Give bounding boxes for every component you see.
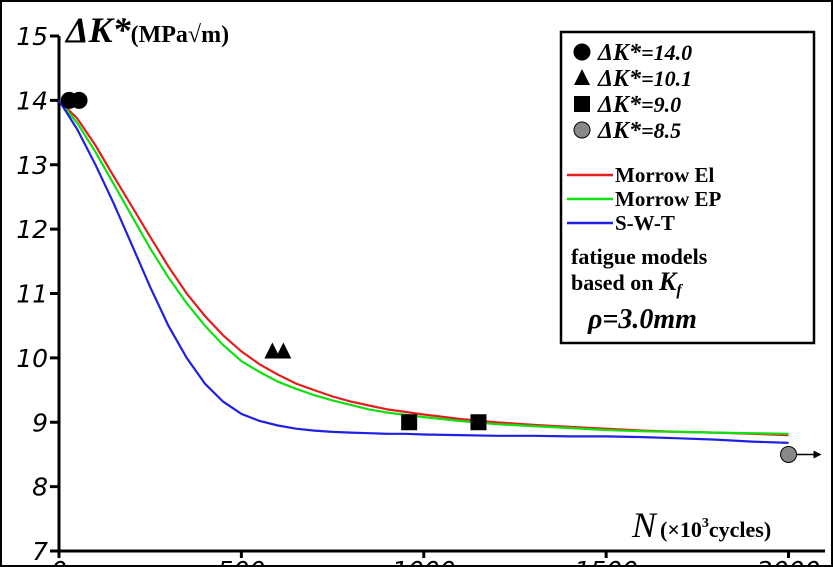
data-point-triangle — [275, 342, 292, 359]
legend-line-label: Morrow EP — [615, 187, 722, 211]
legend-label-symbol: ΔK* — [597, 92, 642, 118]
legend-marker-label: ΔK*=8.5 — [597, 118, 681, 144]
x-tick-label: 2000 — [757, 556, 821, 567]
data-point-triangle — [264, 342, 281, 359]
y-tick-label: 14 — [16, 86, 48, 115]
y-tick-label: 15 — [16, 22, 48, 51]
y-axis-unit: (MPa√m) — [131, 22, 229, 48]
x-tick-label: 1000 — [392, 556, 456, 567]
y-tick-label: 11 — [16, 280, 48, 309]
legend-label-value: =14.0 — [641, 40, 692, 65]
legend-note-line1: fatigue models — [571, 244, 708, 269]
y-tick-label: 10 — [16, 344, 48, 373]
data-point-circle — [70, 91, 88, 109]
x-axis-unit-prefix: (×10 — [660, 517, 702, 542]
legend-note-line2: based on Kf — [571, 267, 683, 299]
legend-label-symbol: ΔK* — [597, 40, 642, 66]
x-tick-label: 0 — [51, 556, 67, 567]
y-tick-label: 7 — [32, 537, 48, 566]
legend-marker-circle — [573, 43, 591, 61]
legend-marker-triangle — [574, 69, 590, 85]
legend-label-value: =9.0 — [641, 92, 681, 117]
y-tick-label: 9 — [32, 408, 48, 437]
legend-marker-circle — [573, 121, 591, 139]
legend-label-symbol: ΔK* — [597, 118, 642, 144]
y-axis-label: ΔK*(MPa√m) — [64, 10, 229, 50]
x-axis-unit-exp: 3 — [702, 516, 709, 531]
legend-label-value: =8.5 — [641, 118, 681, 143]
x-axis-symbol: N — [631, 505, 658, 545]
legend-marker-label: ΔK*=10.1 — [597, 66, 692, 92]
x-axis-unit-suffix: cycles) — [709, 517, 771, 542]
legend-marker-label: ΔK*=9.0 — [597, 92, 681, 118]
legend-marker-square — [574, 96, 590, 112]
legend-marker-entries: ΔK*=14.0ΔK*=10.1ΔK*=9.0ΔK*=8.5 — [573, 40, 692, 144]
y-axis-symbol: ΔK* — [64, 10, 132, 50]
series-line-1 — [58, 99, 789, 435]
legend-note-symbol: K — [658, 267, 678, 296]
x-tick-label: 500 — [218, 556, 266, 567]
legend-rho: ρ=3.0mm — [587, 304, 697, 335]
y-ticks: 7 8 9 10 11 12 13 14 15 — [16, 22, 59, 566]
y-tick-label: 12 — [16, 215, 48, 244]
legend-marker-label: ΔK*=14.0 — [597, 40, 692, 66]
legend: ΔK*=14.0ΔK*=10.1ΔK*=9.0ΔK*=8.5 Morrow El… — [559, 30, 816, 345]
legend-note-prefix: based on — [571, 270, 659, 295]
data-point-square — [470, 414, 487, 431]
legend-label-value: =10.1 — [641, 66, 692, 91]
y-tick-label: 13 — [16, 151, 48, 180]
model-lines — [58, 99, 789, 444]
x-ticks: 0 500 1000 1500 2000 — [51, 551, 820, 567]
data-point-circle — [780, 445, 798, 463]
legend-note-sub: f — [676, 282, 683, 299]
x-axis-label: N (×103cycles) — [631, 505, 771, 545]
legend-line-label: Morrow El — [615, 163, 715, 187]
y-tick-label: 8 — [32, 473, 48, 502]
legend-line-label: S-W-T — [615, 211, 675, 235]
x-tick-label: 1500 — [574, 556, 638, 567]
runout-arrow-head — [813, 450, 822, 459]
series-line-2 — [58, 99, 789, 444]
data-markers — [60, 91, 822, 463]
data-point-square — [401, 414, 418, 431]
legend-box — [559, 30, 816, 345]
series-line-0 — [58, 99, 789, 437]
legend-label-symbol: ΔK* — [597, 66, 642, 92]
